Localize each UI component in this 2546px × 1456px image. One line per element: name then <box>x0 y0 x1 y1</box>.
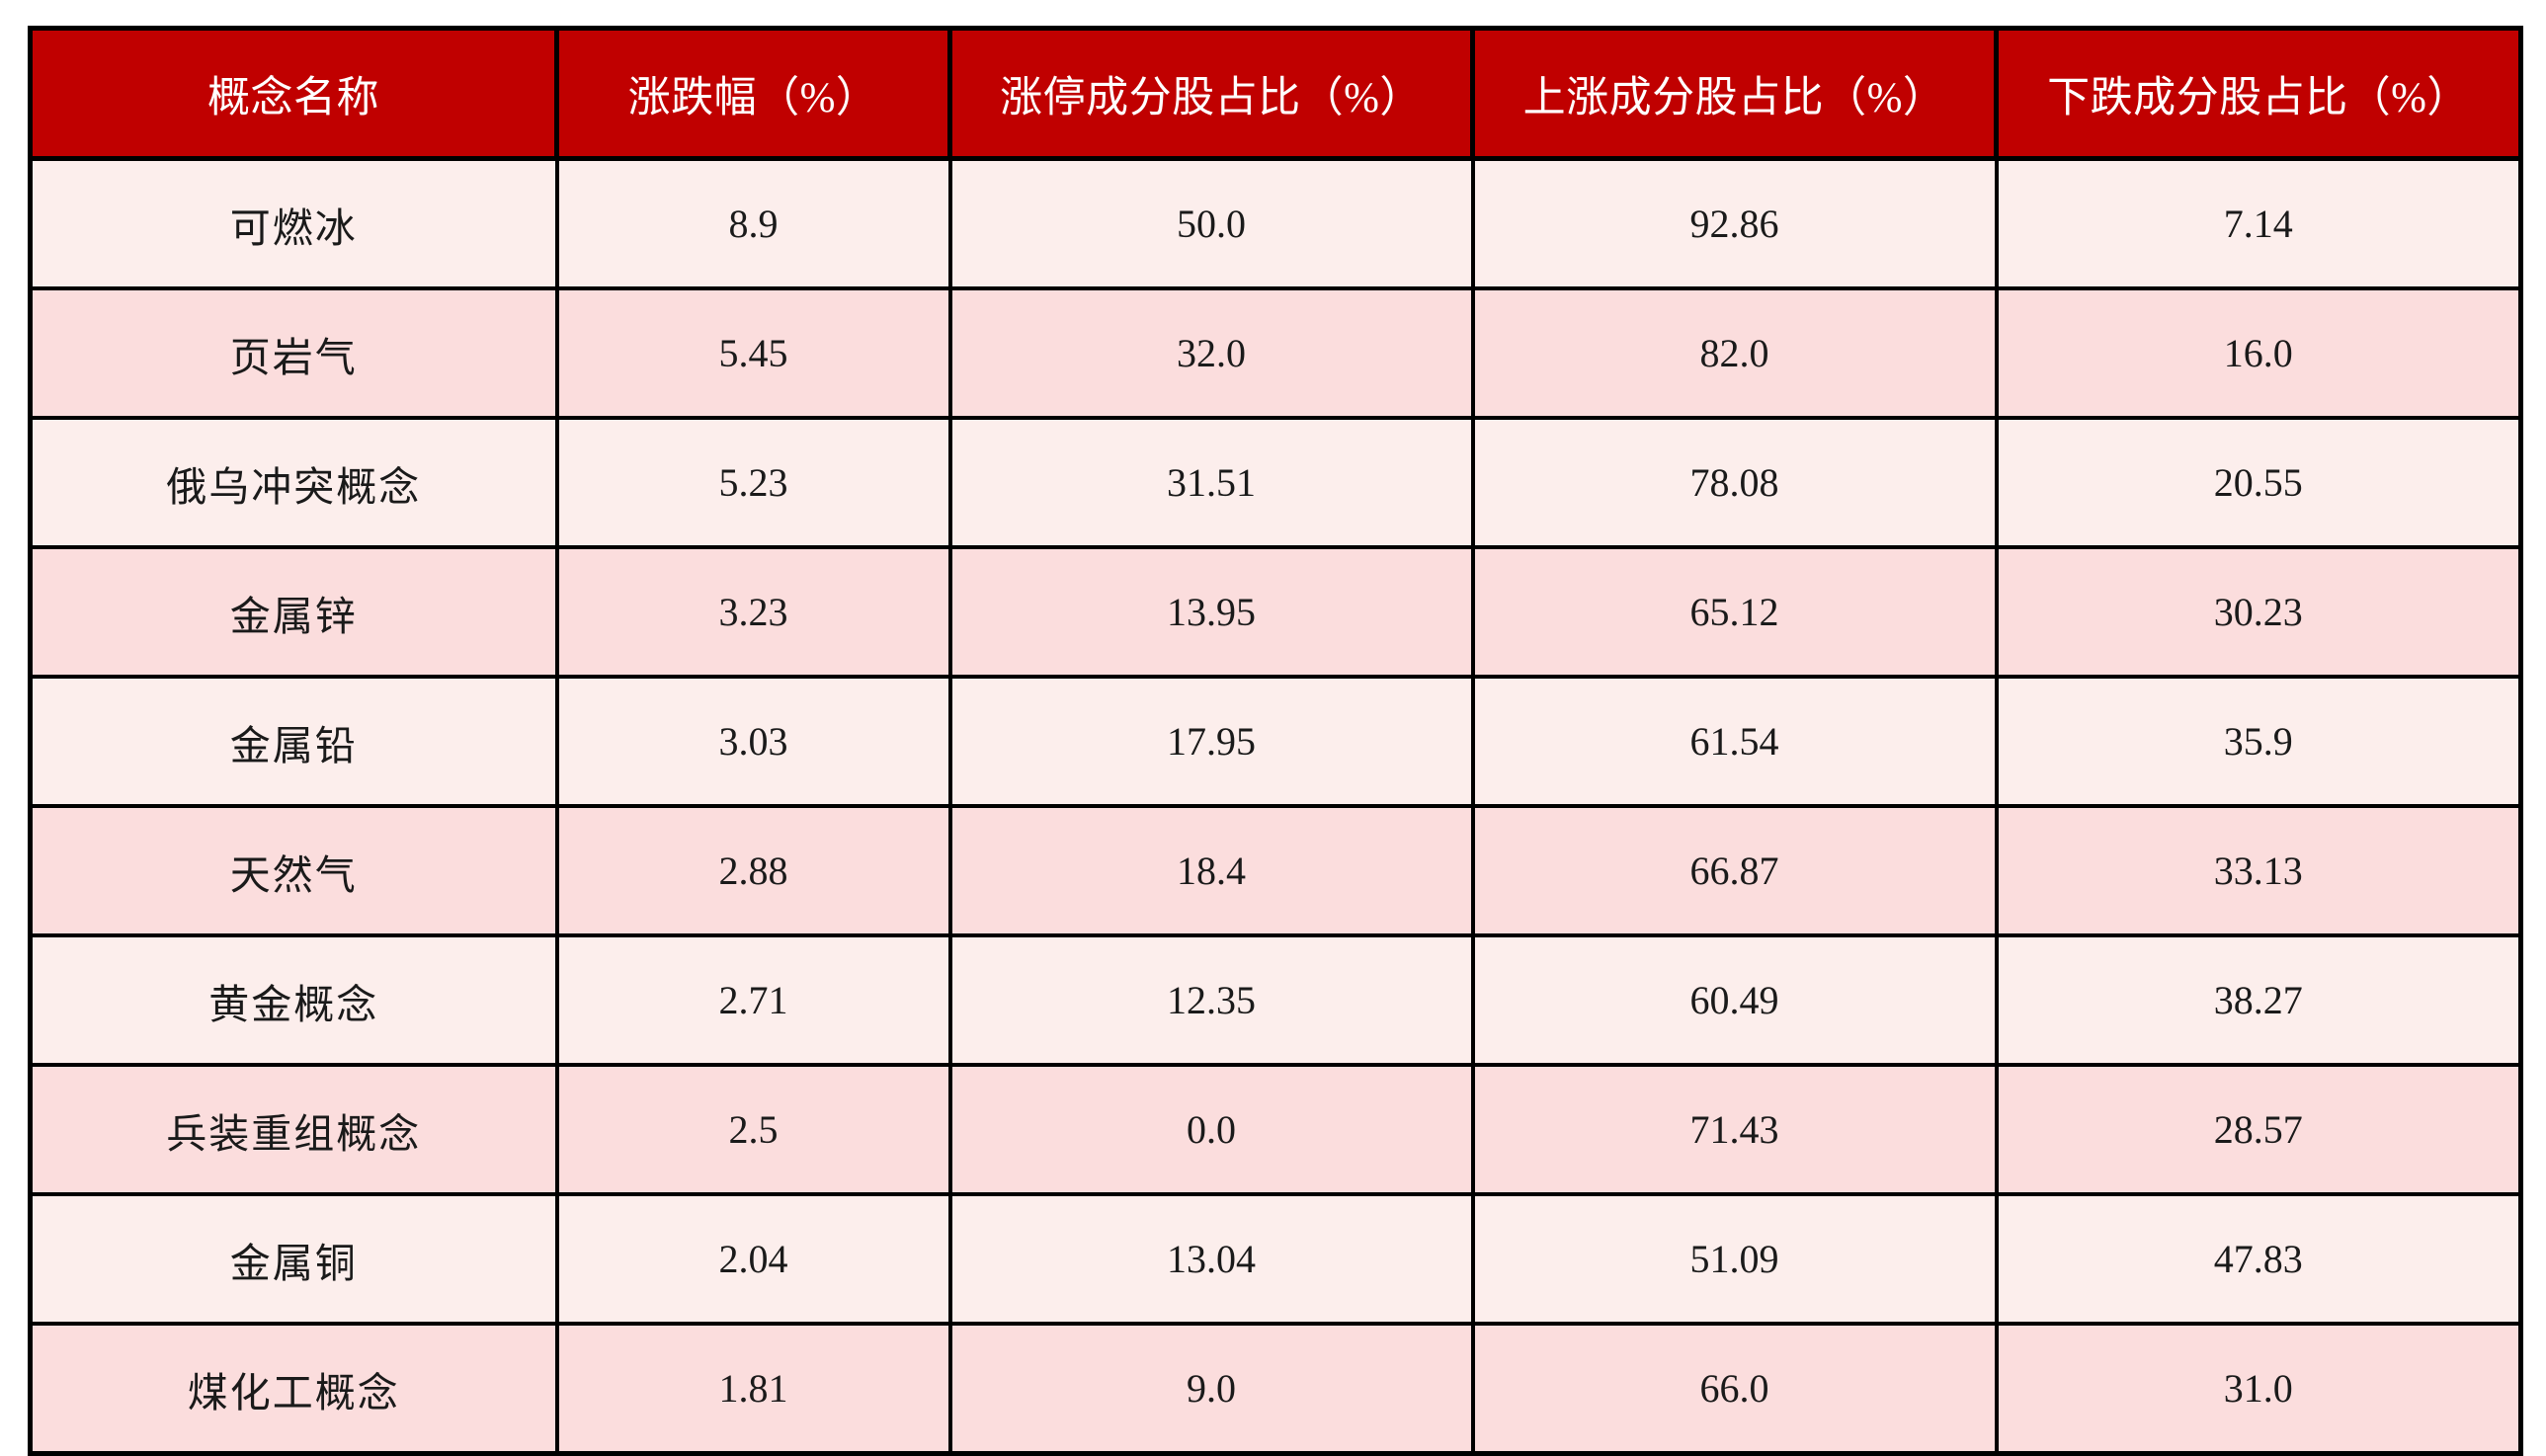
cell-limit-up-ratio: 13.04 <box>947 1192 1475 1326</box>
cell-down-ratio: 20.55 <box>1994 416 2521 549</box>
cell-limit-up-ratio: 0.0 <box>947 1063 1475 1196</box>
cell-down-ratio: 16.0 <box>1994 286 2521 420</box>
table-row[interactable]: 黄金概念 2.71 12.35 60.49 38.27 <box>30 933 2521 1067</box>
cell-change-pct: 3.23 <box>554 545 952 679</box>
cell-change-pct: 8.9 <box>554 156 952 290</box>
cell-limit-up-ratio: 31.51 <box>947 416 1475 549</box>
cell-up-ratio: 61.54 <box>1470 675 1999 808</box>
column-header-concept-name[interactable]: 概念名称 <box>30 28 559 161</box>
concept-ranking-table: 概念名称 涨跌幅（%） 涨停成分股占比（%） 上涨成分股占比（%） 下跌成分股占… <box>28 26 2523 1456</box>
table-row[interactable]: 天然气 2.88 18.4 66.87 33.13 <box>30 804 2521 937</box>
column-header-down-ratio[interactable]: 下跌成分股占比（%） <box>1994 28 2521 161</box>
cell-concept-name: 页岩气 <box>30 286 559 420</box>
cell-change-pct: 2.5 <box>554 1063 952 1196</box>
table-row[interactable]: 金属铜 2.04 13.04 51.09 47.83 <box>30 1192 2521 1326</box>
cell-change-pct: 2.71 <box>554 933 952 1067</box>
cell-concept-name: 金属锌 <box>30 545 559 679</box>
cell-up-ratio: 51.09 <box>1470 1192 1999 1326</box>
table-body: 可燃冰 8.9 50.0 92.86 7.14 页岩气 5.45 32.0 82… <box>30 156 2521 1454</box>
cell-down-ratio: 31.0 <box>1994 1322 2521 1454</box>
cell-limit-up-ratio: 13.95 <box>947 545 1475 679</box>
cell-up-ratio: 92.86 <box>1470 156 1999 290</box>
cell-change-pct: 3.03 <box>554 675 952 808</box>
table-row[interactable]: 金属锌 3.23 13.95 65.12 30.23 <box>30 545 2521 679</box>
table-row[interactable]: 金属铅 3.03 17.95 61.54 35.9 <box>30 675 2521 808</box>
cell-up-ratio: 82.0 <box>1470 286 1999 420</box>
cell-down-ratio: 35.9 <box>1994 675 2521 808</box>
cell-limit-up-ratio: 32.0 <box>947 286 1475 420</box>
page-root: 概念名称 涨跌幅（%） 涨停成分股占比（%） 上涨成分股占比（%） 下跌成分股占… <box>28 26 2523 1456</box>
column-header-up-ratio[interactable]: 上涨成分股占比（%） <box>1470 28 1999 161</box>
column-header-change-pct[interactable]: 涨跌幅（%） <box>554 28 952 161</box>
cell-change-pct: 2.04 <box>554 1192 952 1326</box>
cell-concept-name: 俄乌冲突概念 <box>30 416 559 549</box>
cell-limit-up-ratio: 12.35 <box>947 933 1475 1067</box>
table-row[interactable]: 俄乌冲突概念 5.23 31.51 78.08 20.55 <box>30 416 2521 549</box>
cell-concept-name: 天然气 <box>30 804 559 937</box>
table-row[interactable]: 页岩气 5.45 32.0 82.0 16.0 <box>30 286 2521 420</box>
table-row[interactable]: 可燃冰 8.9 50.0 92.86 7.14 <box>30 156 2521 290</box>
cell-concept-name: 煤化工概念 <box>30 1322 559 1454</box>
cell-down-ratio: 38.27 <box>1994 933 2521 1067</box>
table-row[interactable]: 煤化工概念 1.81 9.0 66.0 31.0 <box>30 1322 2521 1454</box>
cell-up-ratio: 66.87 <box>1470 804 1999 937</box>
cell-concept-name: 兵装重组概念 <box>30 1063 559 1196</box>
concept-table-container: 概念名称 涨跌幅（%） 涨停成分股占比（%） 上涨成分股占比（%） 下跌成分股占… <box>28 26 2523 1456</box>
column-header-limit-up-ratio[interactable]: 涨停成分股占比（%） <box>947 28 1475 161</box>
cell-change-pct: 5.45 <box>554 286 952 420</box>
cell-limit-up-ratio: 9.0 <box>947 1322 1475 1454</box>
cell-concept-name: 金属铜 <box>30 1192 559 1326</box>
cell-down-ratio: 30.23 <box>1994 545 2521 679</box>
cell-down-ratio: 47.83 <box>1994 1192 2521 1326</box>
table-header: 概念名称 涨跌幅（%） 涨停成分股占比（%） 上涨成分股占比（%） 下跌成分股占… <box>30 28 2521 161</box>
cell-change-pct: 5.23 <box>554 416 952 549</box>
cell-concept-name: 金属铅 <box>30 675 559 808</box>
cell-down-ratio: 28.57 <box>1994 1063 2521 1196</box>
cell-limit-up-ratio: 17.95 <box>947 675 1475 808</box>
cell-up-ratio: 71.43 <box>1470 1063 1999 1196</box>
table-row[interactable]: 兵装重组概念 2.5 0.0 71.43 28.57 <box>30 1063 2521 1196</box>
cell-change-pct: 2.88 <box>554 804 952 937</box>
table-header-row: 概念名称 涨跌幅（%） 涨停成分股占比（%） 上涨成分股占比（%） 下跌成分股占… <box>30 28 2521 161</box>
cell-limit-up-ratio: 50.0 <box>947 156 1475 290</box>
cell-down-ratio: 7.14 <box>1994 156 2521 290</box>
cell-up-ratio: 65.12 <box>1470 545 1999 679</box>
cell-up-ratio: 66.0 <box>1470 1322 1999 1454</box>
cell-concept-name: 可燃冰 <box>30 156 559 290</box>
cell-change-pct: 1.81 <box>554 1322 952 1454</box>
cell-up-ratio: 78.08 <box>1470 416 1999 549</box>
cell-up-ratio: 60.49 <box>1470 933 1999 1067</box>
cell-down-ratio: 33.13 <box>1994 804 2521 937</box>
cell-limit-up-ratio: 18.4 <box>947 804 1475 937</box>
cell-concept-name: 黄金概念 <box>30 933 559 1067</box>
